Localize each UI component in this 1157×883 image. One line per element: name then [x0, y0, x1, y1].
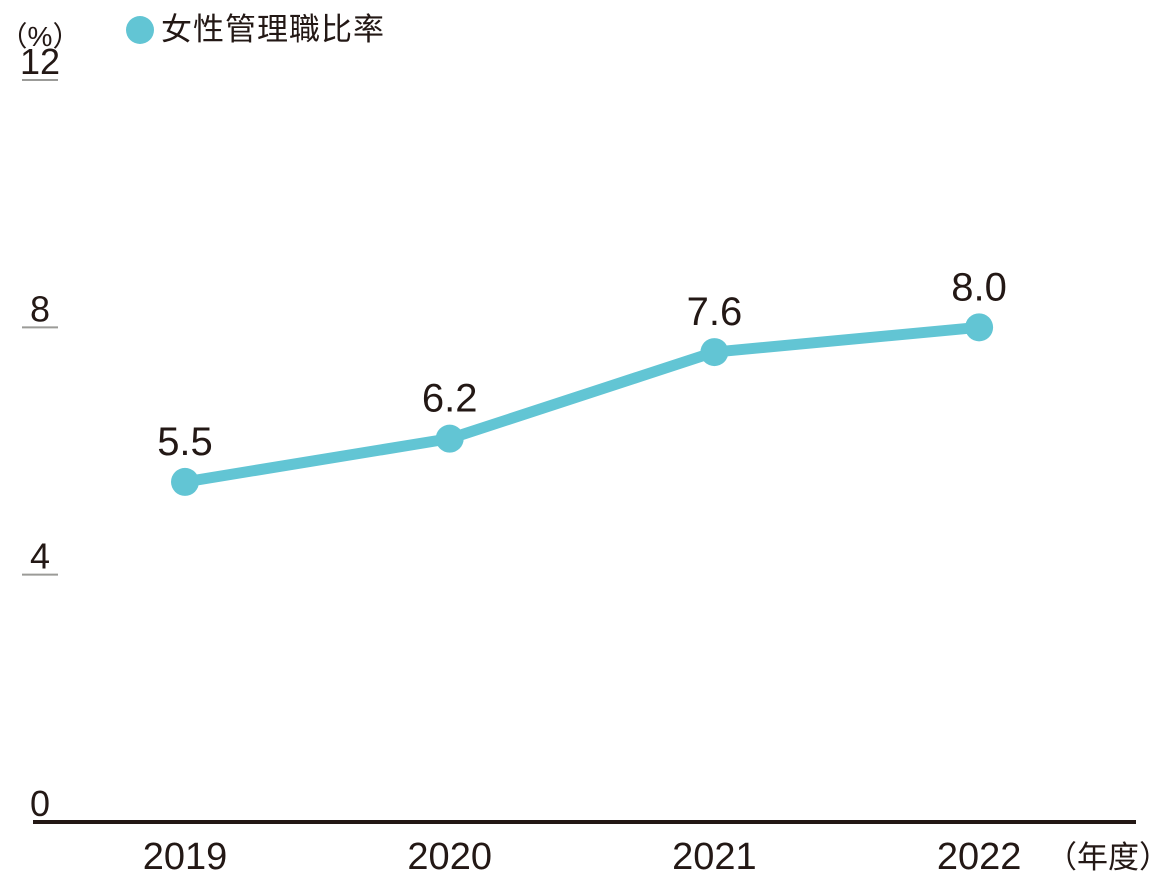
value-label: 8.0 [951, 265, 1007, 309]
data-point [171, 467, 199, 496]
legend-marker-icon [126, 15, 154, 44]
data-point [435, 424, 464, 453]
data-point [700, 338, 729, 367]
legend-label: 女性管理職比率 [161, 12, 385, 47]
x-tick-label: 2020 [407, 836, 492, 878]
value-label: 5.5 [157, 420, 213, 464]
y-tick-label: 4 [30, 536, 50, 577]
value-label: 7.6 [687, 290, 743, 334]
y-tick-label: 0 [30, 783, 50, 824]
x-tick-label: 2021 [672, 836, 757, 878]
x-axis-unit: （年度） [1046, 840, 1157, 875]
value-label: 6.2 [422, 377, 478, 421]
legend: 女性管理職比率 [126, 14, 385, 45]
y-tick-label: 8 [30, 288, 50, 329]
y-axis-unit: （%） [0, 21, 80, 52]
data-point [965, 313, 994, 342]
x-tick-label: 2019 [143, 836, 228, 878]
x-tick-label: 2022 [937, 836, 1022, 878]
series-line [179, 321, 985, 488]
y-tick-label: 12 [20, 41, 60, 82]
